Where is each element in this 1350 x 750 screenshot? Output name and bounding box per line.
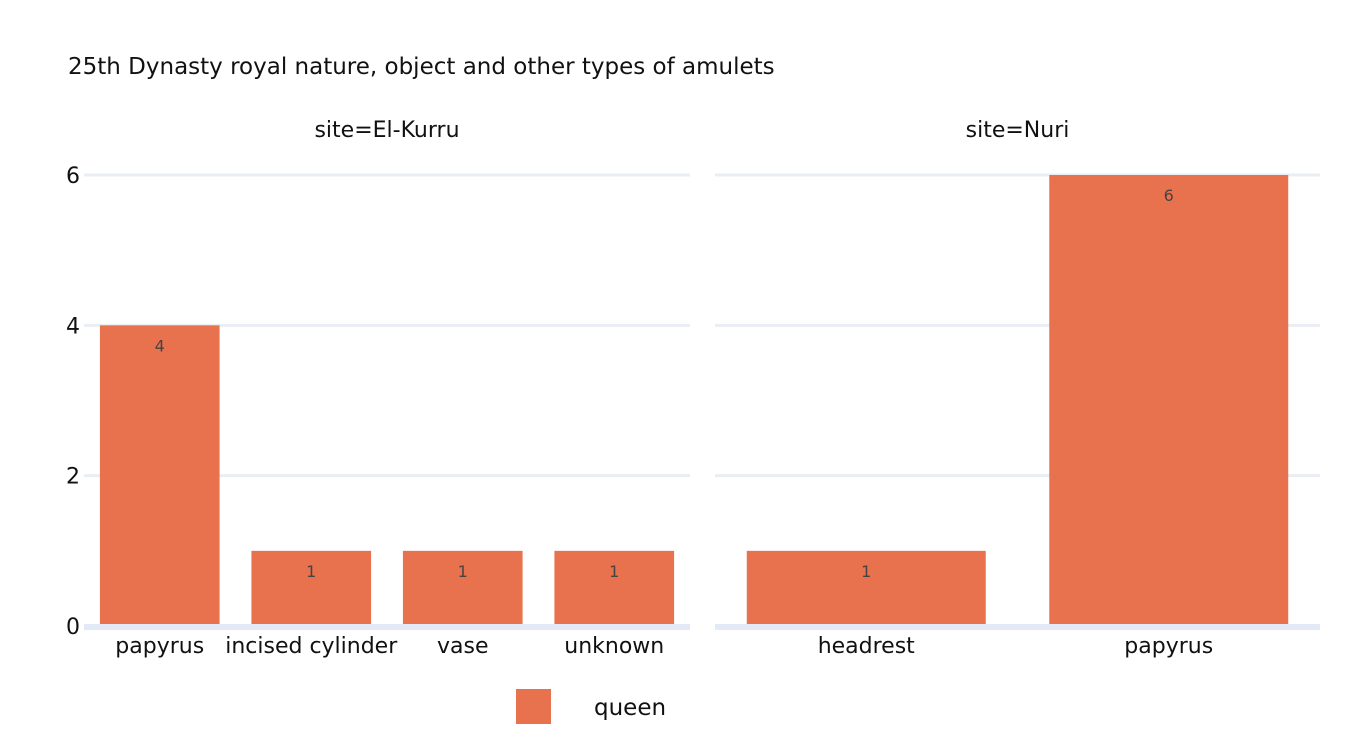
x-tick-label: unknown — [564, 634, 664, 659]
legend: queen — [516, 689, 666, 724]
bar — [251, 550, 372, 626]
bar — [99, 325, 220, 626]
legend-swatch — [516, 689, 551, 724]
bar — [746, 550, 986, 626]
chart-title: 25th Dynasty royal nature, object and ot… — [68, 54, 775, 80]
y-tick-label: 2 — [66, 465, 80, 490]
bar-value-label: 1 — [609, 562, 619, 581]
legend-label: queen — [594, 695, 666, 721]
bar-value-label: 1 — [306, 562, 316, 581]
y-tick-label: 6 — [66, 164, 80, 189]
facet-panel: site=El-Kurru 4 papyrus 1 incised cylinder 1 v… — [84, 118, 690, 659]
bar-value-label: 1 — [861, 562, 871, 581]
bar-value-label: 4 — [155, 336, 165, 355]
x-tick-label: incised cylinder — [225, 634, 398, 659]
bar — [554, 550, 675, 626]
y-tick-label: 0 — [66, 615, 80, 640]
facet-title: site=Nuri — [966, 118, 1070, 143]
bar — [1049, 175, 1289, 626]
x-tick-label: vase — [437, 634, 489, 659]
facet-panel: site=Nuri 1 headrest 6 papyrus — [715, 118, 1320, 659]
x-tick-label: headrest — [818, 634, 915, 659]
x-tick-label: papyrus — [1124, 634, 1213, 659]
y-tick-label: 4 — [66, 314, 80, 339]
bar — [402, 550, 523, 626]
bar-value-label: 6 — [1164, 186, 1174, 205]
bar-value-label: 1 — [458, 562, 468, 581]
facet-title: site=El-Kurru — [314, 118, 459, 143]
x-tick-label: papyrus — [115, 634, 204, 659]
